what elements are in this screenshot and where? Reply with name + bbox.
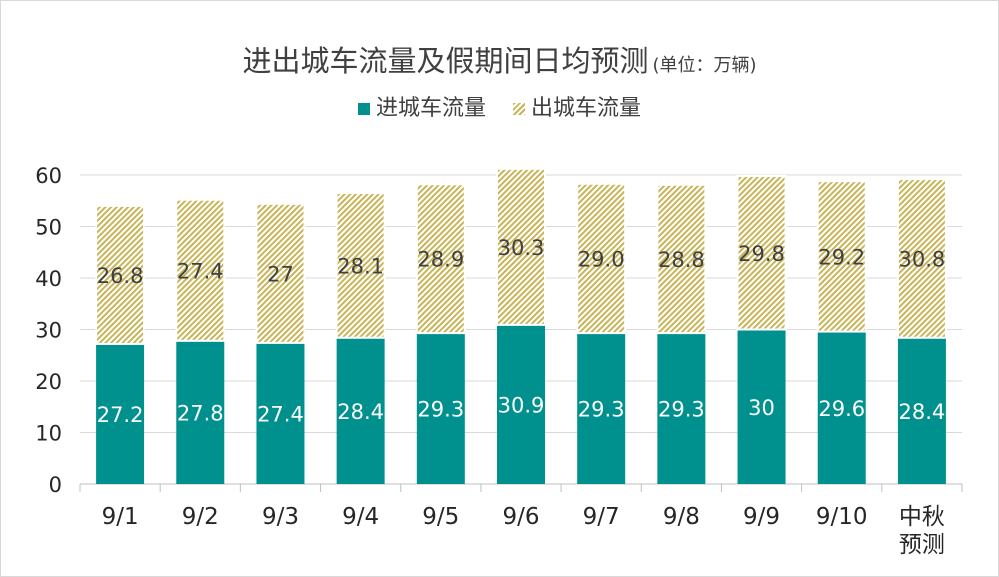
x-tick-label-line: 9/8 bbox=[663, 504, 700, 530]
x-tick-label-line: 9/10 bbox=[816, 504, 868, 530]
bar-inbound bbox=[497, 324, 545, 484]
y-tick-label: 20 bbox=[35, 370, 62, 394]
x-tick-label: 9/10 bbox=[816, 504, 868, 530]
data-label-outbound: 28.1 bbox=[337, 254, 384, 278]
data-label-outbound: 27 bbox=[267, 262, 294, 286]
chart-subtitle: (单位：万辆) bbox=[652, 55, 757, 76]
x-tick-label: 9/5 bbox=[422, 504, 459, 530]
chart-legend: 进城车流量 出城车流量 bbox=[0, 90, 999, 122]
x-tick-label: 9/4 bbox=[342, 504, 379, 530]
data-label-inbound: 27.4 bbox=[257, 402, 304, 426]
x-tick-label: 9/6 bbox=[502, 504, 539, 530]
data-label-inbound: 28.4 bbox=[899, 400, 946, 424]
x-tick-label-line: 中秋 bbox=[899, 504, 945, 530]
x-tick-label-line: 9/7 bbox=[583, 504, 620, 530]
data-label-inbound: 30.9 bbox=[498, 393, 545, 417]
y-tick-label: 40 bbox=[35, 267, 62, 291]
y-tick-label: 60 bbox=[35, 164, 62, 188]
y-tick-label: 0 bbox=[49, 473, 62, 497]
bar-outbound bbox=[576, 182, 627, 335]
data-label-outbound: 27.4 bbox=[177, 259, 224, 283]
bar-outbound bbox=[816, 180, 867, 333]
chart-title-main: 进出城车流量及假期间日均预测 bbox=[242, 44, 649, 78]
bar-outbound bbox=[736, 175, 787, 331]
legend-label-outbound: 出城车流量 bbox=[531, 96, 642, 121]
chart-title: 进出城车流量及假期间日均预测 (单位：万辆) bbox=[0, 38, 999, 80]
x-tick-label-line: 9/1 bbox=[102, 504, 139, 530]
x-tick-label: 9/7 bbox=[583, 504, 620, 530]
bar-inbound bbox=[737, 329, 786, 484]
data-label-outbound: 28.8 bbox=[658, 248, 705, 272]
bar-inbound bbox=[96, 343, 145, 484]
x-tick-label-line: 预测 bbox=[899, 532, 945, 558]
bar-inbound bbox=[657, 333, 706, 484]
x-tick-label-line: 9/4 bbox=[342, 504, 379, 530]
data-label-inbound: 29.3 bbox=[417, 398, 464, 422]
data-label-outbound: 28.9 bbox=[417, 248, 464, 272]
bar-outbound bbox=[95, 204, 146, 345]
data-label-inbound: 30 bbox=[748, 396, 775, 420]
x-tick-label: 9/8 bbox=[663, 504, 700, 530]
x-tick-label: 9/9 bbox=[743, 504, 780, 530]
x-tick-label: 9/3 bbox=[262, 504, 299, 530]
bar-outbound bbox=[896, 178, 947, 339]
data-label-outbound: 29.0 bbox=[578, 247, 625, 271]
data-label-inbound: 29.3 bbox=[578, 398, 625, 422]
bar-outbound bbox=[175, 198, 226, 342]
data-label-inbound: 27.8 bbox=[177, 401, 224, 425]
legend-label-inbound: 进城车流量 bbox=[375, 96, 486, 121]
x-tick-label-line: 9/3 bbox=[262, 504, 299, 530]
bar-outbound bbox=[496, 167, 546, 326]
bar-inbound bbox=[897, 337, 946, 484]
data-label-inbound: 29.6 bbox=[818, 397, 865, 421]
data-label-inbound: 29.3 bbox=[658, 398, 705, 422]
x-tick-label-line: 9/5 bbox=[422, 504, 459, 530]
legend-swatch-inbound bbox=[357, 103, 370, 115]
data-label-outbound: 30.8 bbox=[899, 247, 946, 271]
x-tick-label: 中秋预测 bbox=[899, 504, 945, 558]
bar-inbound bbox=[176, 340, 225, 484]
x-tick-label-line: 9/9 bbox=[743, 504, 780, 530]
bar-outbound bbox=[656, 183, 707, 335]
data-label-outbound: 30.3 bbox=[498, 236, 545, 260]
y-tick-label: 30 bbox=[35, 319, 62, 343]
data-label-outbound: 29.8 bbox=[738, 242, 785, 266]
bar-outbound bbox=[255, 202, 306, 344]
data-label-inbound: 28.4 bbox=[337, 400, 384, 424]
legend-swatch-outbound bbox=[513, 103, 525, 115]
data-label-outbound: 26.8 bbox=[97, 264, 144, 288]
x-tick-label-line: 9/6 bbox=[502, 504, 539, 530]
y-tick-label: 10 bbox=[35, 422, 62, 446]
legend-item-outbound: 出城车流量 bbox=[513, 90, 641, 122]
bar-inbound bbox=[336, 337, 385, 484]
data-label-outbound: 29.2 bbox=[818, 245, 865, 269]
x-tick-label: 9/2 bbox=[182, 504, 219, 530]
bar-inbound bbox=[817, 331, 866, 484]
legend-item-inbound: 进城车流量 bbox=[357, 90, 486, 122]
data-label-inbound: 27.2 bbox=[97, 403, 144, 427]
bar-inbound bbox=[416, 333, 465, 484]
x-tick-label-line: 9/2 bbox=[182, 504, 219, 530]
bar-inbound bbox=[577, 333, 626, 484]
bar-outbound bbox=[415, 183, 466, 335]
bar-outbound bbox=[335, 192, 386, 339]
y-tick-label: 50 bbox=[35, 216, 62, 240]
x-tick-label: 9/1 bbox=[102, 504, 139, 530]
bar-inbound bbox=[256, 342, 305, 484]
